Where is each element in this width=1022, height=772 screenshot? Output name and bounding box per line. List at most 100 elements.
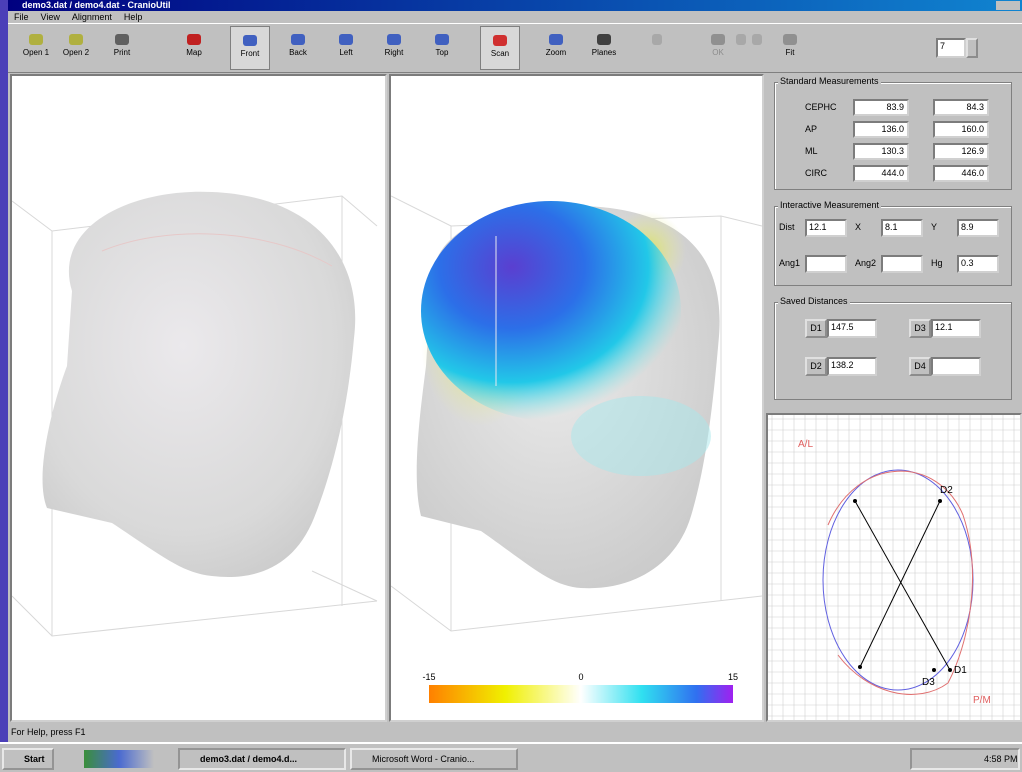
colorbar-label: -15 bbox=[422, 672, 435, 682]
field-label: Dist bbox=[779, 222, 795, 232]
button-icon bbox=[493, 35, 507, 46]
start-button[interactable]: Start bbox=[2, 748, 54, 770]
value-field[interactable]: 12.1 bbox=[805, 219, 847, 237]
plot-label: D1 bbox=[954, 665, 967, 676]
field-label: X bbox=[855, 222, 862, 232]
outline bbox=[827, 470, 973, 695]
row-label: ML bbox=[805, 146, 818, 156]
field-label: Ang1 bbox=[779, 258, 801, 268]
toolbar-button[interactable]: Map bbox=[174, 26, 214, 70]
toolbar-button[interactable]: Right bbox=[374, 26, 414, 70]
distance-button[interactable]: D1 bbox=[805, 319, 827, 338]
toolbar: Open 1 Open 2 Print Map Front Back Left Right To… bbox=[8, 23, 1022, 73]
outline-plot[interactable]: A/L D2 D1 D3 P/M bbox=[766, 413, 1022, 722]
plot-canvas: A/L D2 D1 D3 P/M bbox=[768, 415, 1020, 720]
spinner[interactable]: 7 bbox=[936, 38, 966, 58]
value-field: 446.0 bbox=[933, 165, 989, 182]
task-button[interactable]: Microsoft Word - Cranio... bbox=[350, 748, 518, 770]
button-icon bbox=[29, 34, 43, 45]
value-field[interactable]: 8.1 bbox=[881, 219, 923, 237]
button-label: Fit bbox=[785, 48, 795, 57]
map-view: -15 0 15 bbox=[390, 195, 763, 703]
plot-label: P/M bbox=[973, 695, 991, 706]
group-title: Interactive Measurement bbox=[778, 200, 882, 210]
toolbar-button[interactable]: Top bbox=[422, 26, 462, 70]
distance-button[interactable]: D2 bbox=[805, 357, 827, 376]
value-field: 147.5 bbox=[827, 319, 877, 338]
title-bar: demo3.dat / demo4.dat - CranioUtil bbox=[8, 0, 1022, 11]
button-icon bbox=[752, 34, 762, 45]
value-field: 160.0 bbox=[933, 121, 989, 138]
scan-line bbox=[101, 233, 333, 267]
left-view[interactable] bbox=[10, 74, 387, 722]
map-region bbox=[571, 396, 711, 476]
button-label: Print bbox=[113, 48, 131, 57]
button-label: Left bbox=[339, 48, 353, 57]
window-controls[interactable] bbox=[996, 1, 1020, 10]
group-title: Standard Measurements bbox=[778, 76, 881, 86]
toolbar-button[interactable]: Front bbox=[230, 26, 270, 70]
value-field: 444.0 bbox=[853, 165, 909, 182]
task-button[interactable]: demo3.dat / demo4.d... bbox=[178, 748, 346, 770]
point bbox=[858, 665, 862, 669]
toolbar-button[interactable]: Left bbox=[326, 26, 366, 70]
toolbar-button[interactable]: Scan bbox=[480, 26, 520, 70]
distance-button[interactable]: D3 bbox=[909, 319, 931, 338]
menu-item[interactable]: Alignment bbox=[71, 12, 112, 22]
value-field[interactable] bbox=[881, 255, 923, 273]
head-view bbox=[11, 191, 378, 637]
point bbox=[932, 668, 936, 672]
point bbox=[948, 668, 952, 672]
button-icon bbox=[115, 34, 129, 45]
map-region bbox=[421, 201, 681, 421]
toolbar-button[interactable]: Zoom bbox=[536, 26, 576, 70]
button-icon bbox=[69, 34, 83, 45]
group-title: Saved Distances bbox=[778, 296, 850, 306]
toolbar-button[interactable]: Fit bbox=[770, 26, 810, 70]
toolbar-button bbox=[748, 26, 766, 70]
button-label: Right bbox=[384, 48, 404, 57]
button-icon bbox=[435, 34, 449, 45]
quick-launch[interactable] bbox=[84, 750, 154, 768]
button-label: Zoom bbox=[545, 48, 567, 57]
group-box: CEPHC 83.9 84.3 AP 136.0 160.0 ML 130.3 126.9 CIR… bbox=[774, 82, 1012, 190]
status-bar: For Help, press F1 bbox=[11, 727, 86, 737]
plot-label: D2 bbox=[940, 485, 953, 496]
plot-label: D3 bbox=[922, 677, 935, 688]
toolbar-button[interactable]: Planes bbox=[584, 26, 624, 70]
distance-button[interactable]: D4 bbox=[909, 357, 931, 376]
color-bar bbox=[429, 685, 733, 703]
toolbar-button[interactable]: Open 2 bbox=[56, 26, 96, 70]
button-label: Planes bbox=[591, 48, 617, 57]
toolbar-button[interactable]: Back bbox=[278, 26, 318, 70]
button-label: Open 2 bbox=[62, 48, 90, 57]
value-field[interactable] bbox=[805, 255, 847, 273]
value-field[interactable]: 8.9 bbox=[957, 219, 999, 237]
toolbar-button[interactable]: OK bbox=[698, 26, 738, 70]
button-icon bbox=[652, 34, 662, 45]
row-label: AP bbox=[805, 124, 818, 134]
button-icon bbox=[597, 34, 611, 45]
field-label: Ang2 bbox=[855, 258, 877, 268]
right-view[interactable]: -15 0 15 bbox=[389, 74, 764, 722]
menu-item[interactable]: View bbox=[40, 12, 60, 22]
menu-item[interactable]: Help bbox=[123, 12, 143, 22]
field-label: Hg bbox=[931, 258, 943, 268]
head-model bbox=[42, 191, 356, 577]
row-label: CIRC bbox=[805, 168, 827, 178]
value-field[interactable]: 0.3 bbox=[957, 255, 999, 273]
value-field: 126.9 bbox=[933, 143, 989, 160]
grid bbox=[768, 415, 1020, 720]
button-label: OK bbox=[712, 48, 724, 57]
distance-line bbox=[854, 500, 951, 671]
outline bbox=[822, 469, 974, 691]
menu-item[interactable]: File bbox=[14, 12, 29, 22]
button-icon bbox=[187, 34, 201, 45]
button-icon bbox=[736, 34, 746, 45]
toolbar-button[interactable]: Print bbox=[102, 26, 142, 70]
group-box: D1 147.5 D3 12.1 D2 138.2 D4 bbox=[774, 302, 1012, 400]
toolbar-button[interactable]: Open 1 bbox=[16, 26, 56, 70]
button-icon bbox=[291, 34, 305, 45]
spinner-arrows[interactable] bbox=[966, 38, 978, 58]
